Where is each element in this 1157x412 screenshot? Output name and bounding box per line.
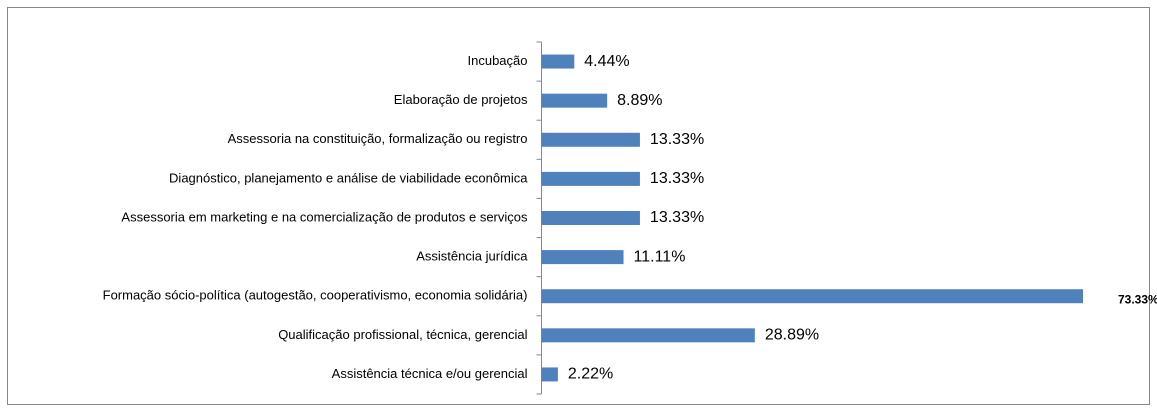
data-label: 73.33%	[1118, 292, 1157, 306]
bar	[541, 171, 640, 186]
bar	[541, 289, 1083, 304]
data-label: 13.33%	[650, 170, 704, 187]
y-tick-label: Elaboração de projetos	[394, 92, 528, 107]
data-label: 13.33%	[650, 209, 704, 226]
chart-frame	[7, 7, 1150, 405]
bar	[541, 367, 558, 382]
y-tick-label: Diagnóstico, planejamento e análise de v…	[169, 170, 528, 185]
bar	[541, 54, 575, 69]
y-tick-label: Assessoria na constituição, formalização…	[228, 131, 528, 146]
y-tick-label: Assessoria em marketing e na comercializ…	[121, 209, 528, 224]
bar	[541, 132, 640, 147]
y-tick-label: Formação sócio-política (autogestão, coo…	[103, 288, 528, 303]
data-label: 28.89%	[765, 327, 819, 344]
data-label: 4.44%	[584, 53, 629, 70]
y-tick-label: Incubação	[468, 53, 528, 68]
data-label: 2.22%	[568, 366, 613, 383]
bar	[541, 211, 640, 225]
bar	[541, 93, 608, 108]
data-label: 13.33%	[650, 131, 704, 148]
y-tick-label: Assistência jurídica	[416, 249, 528, 264]
y-tick-label: Assistência técnica e/ou gerencial	[332, 366, 528, 381]
y-tick-label: Qualificação profissional, técnica, gere…	[278, 327, 527, 342]
data-label: 8.89%	[617, 92, 662, 109]
bar	[541, 250, 624, 265]
data-label: 11.11%	[634, 248, 686, 265]
bar	[541, 328, 755, 343]
